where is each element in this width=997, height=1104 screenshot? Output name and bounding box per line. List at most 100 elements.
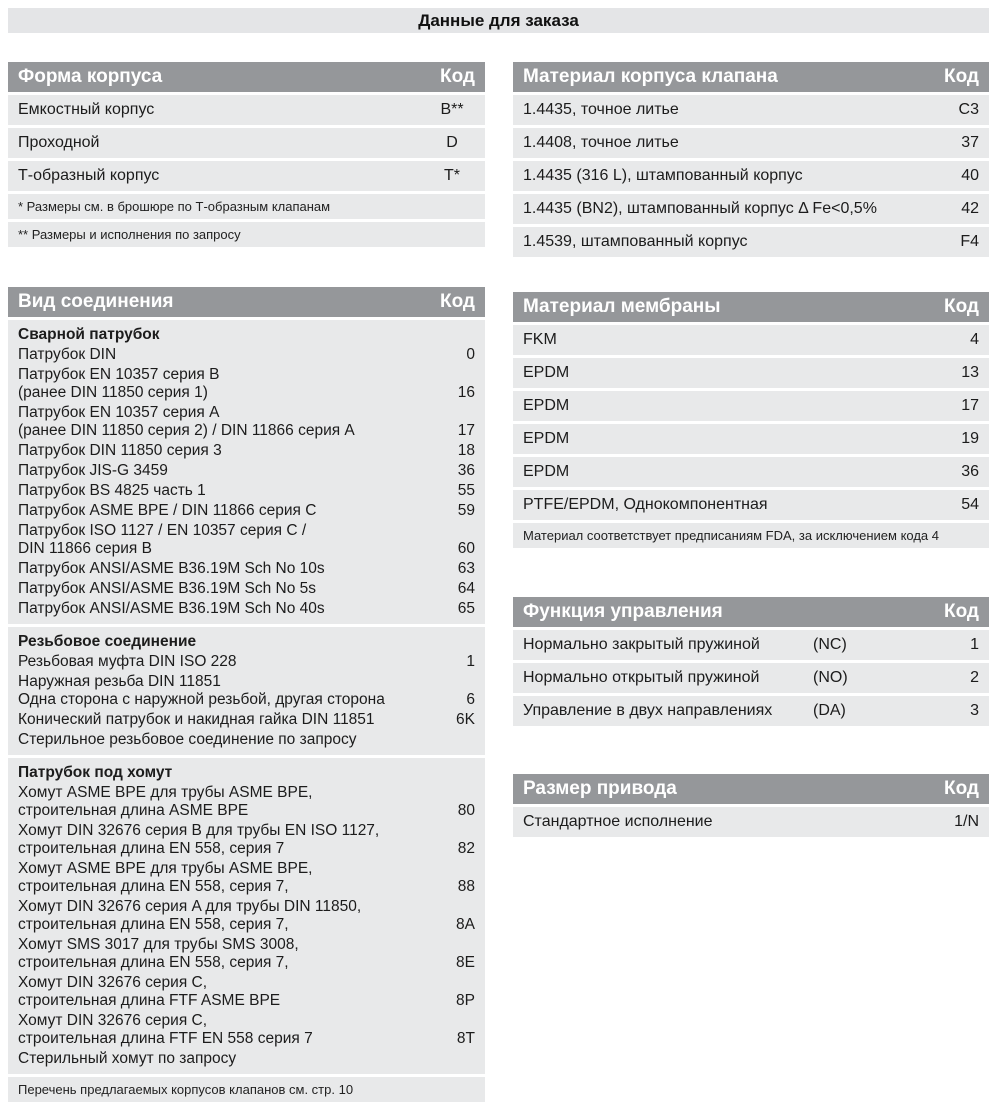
item-label-line: Одна сторона с наружной резьбой, другая … [18,691,385,708]
connection-item: Хомут ASME BPE для трубы ASME BPE, строит… [18,859,475,897]
item-label-line: Патрубок ISO 1127 / EN 10357 серия C / [18,522,307,539]
item-code: 36 [457,462,475,479]
item-label: Хомут ASME BPE для трубы ASME BPE, строит… [18,860,445,896]
item-label-line: Патрубок ASME BPE / DIN 11866 серия C [18,502,317,519]
item-label-line: Хомут DIN 32676 серия C, [18,1012,208,1029]
code-column-label: Код [943,778,979,799]
item-code: 88 [457,878,475,895]
connection-item: Наружная резьба DIN 11851 Одна сторона с … [18,672,475,710]
connection-item: Стерильный хомут по запросу [18,1049,475,1069]
row-label: Т-образный корпус [18,167,160,184]
row-label: EPDM [523,463,570,480]
table-row: 1.4435, точное литье C3 [513,95,989,125]
row-code: F4 [960,233,979,250]
row-label: Проходной [18,134,100,151]
row-code: 4 [970,331,979,348]
item-label-line: Хомут DIN 32676 серия C, [18,974,208,991]
connection-item: Патрубок ANSI/ASME B36.19M Sch No 5s 64 [18,579,475,599]
row-label: EPDM [523,430,570,447]
row-label: 1.4539, штампованный корпус [523,233,748,250]
item-code: 55 [457,482,475,499]
table-body-material: Материал корпуса клапана Код 1.4435, точно… [513,62,989,257]
connection-item: Хомут ASME BPE для трубы ASME BPE, строит… [18,783,475,821]
row-code: 19 [961,430,979,447]
code-column-label: Код [943,66,979,87]
table-title: Материал мембраны [523,296,721,317]
item-code: 6 [466,691,475,708]
item-label-line: Патрубок ANSI/ASME B36.19M Sch No 40s [18,600,325,617]
table-connection-type: Вид соединения Код Сварной патрубок Патрубо… [8,287,485,1102]
item-label-line: строительная длина ASME BPE [18,802,249,819]
item-label: Патрубок ANSI/ASME B36.19M Sch No 40s [18,600,445,618]
item-label: Патрубок EN 10357 серия B (ранее DIN 1185… [18,366,445,402]
connection-item: Стерильное резьбовое соединение по запро… [18,730,475,750]
table-actuator-size: Размер привода Код Стандартное исполнение 1… [513,774,989,837]
table-row: PTFE/EPDM, Однокомпонентная 54 [513,490,989,520]
item-label: Конический патрубок и накидная гайка DIN… [18,711,445,729]
item-label-line: Патрубок BS 4825 часть 1 [18,482,206,499]
table-row: 1.4435 (BN2), штампованный корпус Δ Fe<0… [513,194,989,224]
row-code: C3 [958,101,979,118]
connection-item: Патрубок ANSI/ASME B36.19M Sch No 40s 65 [18,599,475,619]
footnote-row: ** Размеры и исполнения по запросу [8,222,485,247]
row-code: D [446,134,458,151]
row-code: 1/N [954,813,979,830]
item-label: Патрубок ANSI/ASME B36.19M Sch No 5s [18,580,445,598]
table-title: Вид соединения [18,291,174,312]
row-label: 1.4435, точное литье [523,101,679,118]
item-label-line: строительная длина EN 558, серия 7, [18,916,289,933]
item-label: Патрубок ISO 1127 / EN 10357 серия C / DI… [18,522,445,558]
item-label-line: Конический патрубок и накидная гайка DIN… [18,711,375,728]
item-label: Патрубок DIN [18,346,445,364]
table-header: Материал мембраны Код [513,292,989,322]
connection-item: Хомут DIN 32676 серия C, строительная дли… [18,973,475,1011]
row-label: 1.4408, точное литье [523,134,679,151]
table-row: EPDM 36 [513,457,989,487]
item-label: Стерильный хомут по запросу [18,1050,445,1068]
item-code: 60 [457,540,475,557]
item-label: Хомут DIN 32676 серия C, строительная дли… [18,1012,445,1048]
row-label: Управление в двух направлениях [523,702,773,719]
item-label: Хомут DIN 32676 серия C, строительная дли… [18,974,445,1010]
item-label-line: Стерильный хомут по запросу [18,1050,237,1067]
table-row: EPDM 13 [513,358,989,388]
item-label-line: Патрубок JIS-G 3459 [18,462,168,479]
table-row: 1.4435 (316 L), штампованный корпус 40 [513,161,989,191]
item-label-line: (ранее DIN 11850 серия 1) [18,384,208,401]
table-row: Стандартное исполнение 1/N [513,807,989,837]
connection-section: Сварной патрубок Патрубок DIN 0 Патрубок EN… [8,320,485,624]
connection-section: Резьбовое соединение Резьбовая муфта DIN … [8,627,485,755]
item-code: 17 [457,422,475,439]
item-label-line: строительная длина FTF EN 558 серия 7 [18,1030,313,1047]
item-label-line: Патрубок EN 10357 серия A [18,404,220,421]
table-row: Нормально закрытый пружиной (NC) 1 [513,630,989,660]
item-code: 64 [457,580,475,597]
table-row: 1.4539, штампованный корпус F4 [513,227,989,257]
table-row: 1.4408, точное литье 37 [513,128,989,158]
connection-section: Патрубок под хомут Хомут ASME BPE для тру… [8,758,485,1074]
item-label-line: Патрубок DIN 11850 серия 3 [18,442,222,459]
item-label-line: Хомут ASME BPE для трубы ASME BPE, [18,860,313,877]
table-row: Проходной D [8,128,485,158]
item-code: 6K [456,711,475,728]
item-code: 65 [457,600,475,617]
row-abbr: (DA) [813,702,846,719]
row-abbr: (NC) [813,636,847,653]
table-row: Емкостный корпус B** [8,95,485,125]
table-body-shape: Форма корпуса Код Емкостный корпус B** Прохо… [8,62,485,247]
item-code: 8T [456,1030,475,1047]
table-header: Вид соединения Код [8,287,485,317]
item-label: Резьбовая муфта DIN ISO 228 [18,653,445,671]
connection-item: Хомут SMS 3017 для трубы SMS 3008, строит… [18,935,475,973]
connection-item: Патрубок DIN 11850 серия 3 18 [18,441,475,461]
row-code: 54 [961,496,979,513]
item-code: 16 [457,384,475,401]
connection-item: Патрубок ASME BPE / DIN 11866 серия C 59 [18,501,475,521]
row-label: 1.4435 (BN2), штампованный корпус Δ Fe<0… [523,200,877,217]
item-label: Хомут DIN 32676 серия A для трубы DIN 11… [18,898,445,934]
connection-item: Патрубок BS 4825 часть 1 55 [18,481,475,501]
code-column-label: Код [943,601,979,622]
row-code: 3 [970,702,979,719]
item-code: 80 [457,802,475,819]
item-label-line: строительная длина EN 558, серия 7, [18,878,289,895]
